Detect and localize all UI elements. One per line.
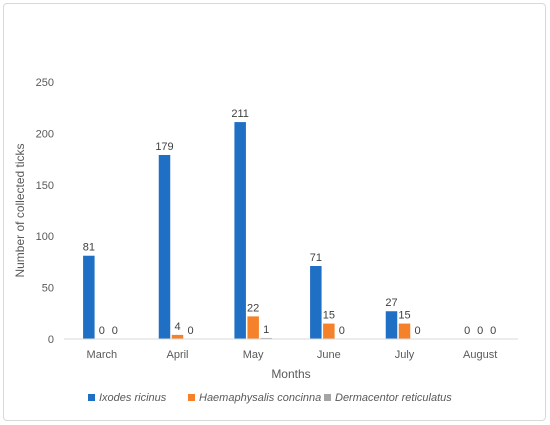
data-label: 71 (310, 252, 322, 264)
bar (323, 323, 335, 339)
y-axis-title: Number of collected ticks (13, 143, 27, 277)
legend-swatch (188, 394, 195, 401)
x-axis-ticks: March April May June July August (87, 349, 498, 361)
y-tick-label: 50 (42, 283, 54, 295)
data-label: 0 (490, 325, 496, 337)
legend-label: Ixodes ricinus (99, 392, 167, 404)
bar (398, 323, 411, 339)
data-label: 0 (464, 325, 470, 337)
x-tick-label: March (87, 349, 118, 361)
bar (83, 255, 95, 339)
data-label: 0 (112, 325, 118, 337)
data-label: 0 (414, 325, 420, 337)
legend-label: Dermacentor reticulatus (335, 392, 452, 404)
bar (260, 337, 272, 339)
data-label: 22 (247, 302, 259, 314)
data-label: 81 (83, 242, 95, 254)
data-label: 179 (155, 141, 173, 153)
data-label: 15 (323, 310, 335, 322)
y-tick-label: 100 (36, 231, 54, 243)
legend: Ixodes ricinus Haemaphysalis concinna Derm… (88, 392, 452, 404)
bar (385, 311, 398, 339)
bars (83, 122, 411, 339)
y-tick-label: 200 (36, 128, 54, 140)
x-tick-label: May (243, 349, 264, 361)
data-label: 0 (187, 325, 193, 337)
data-label: 0 (99, 325, 105, 337)
legend-swatch (88, 394, 95, 401)
x-tick-label: April (166, 349, 188, 361)
data-label: 27 (385, 297, 397, 309)
legend-label: Haemaphysalis concinna (199, 392, 321, 404)
x-tick-label: June (317, 349, 341, 361)
x-tick-label: July (395, 349, 415, 361)
bar (234, 122, 246, 339)
y-axis-ticks: 0 50 100 150 200 250 (36, 77, 54, 346)
x-tick-label: August (463, 349, 497, 361)
bar (310, 266, 322, 339)
bar (247, 316, 259, 339)
chart-frame (3, 3, 546, 421)
data-label: 0 (339, 325, 345, 337)
y-tick-label: 150 (36, 180, 54, 192)
data-label: 4 (174, 321, 180, 333)
data-label: 211 (231, 108, 249, 120)
bar (158, 154, 171, 339)
x-axis-title: Months (271, 367, 310, 381)
y-tick-label: 250 (36, 77, 54, 89)
data-label: 1 (263, 324, 269, 336)
y-tick-label: 0 (48, 334, 54, 346)
legend-swatch (324, 394, 331, 401)
data-label: 0 (477, 325, 483, 337)
bar (171, 334, 184, 339)
data-label: 15 (398, 310, 410, 322)
